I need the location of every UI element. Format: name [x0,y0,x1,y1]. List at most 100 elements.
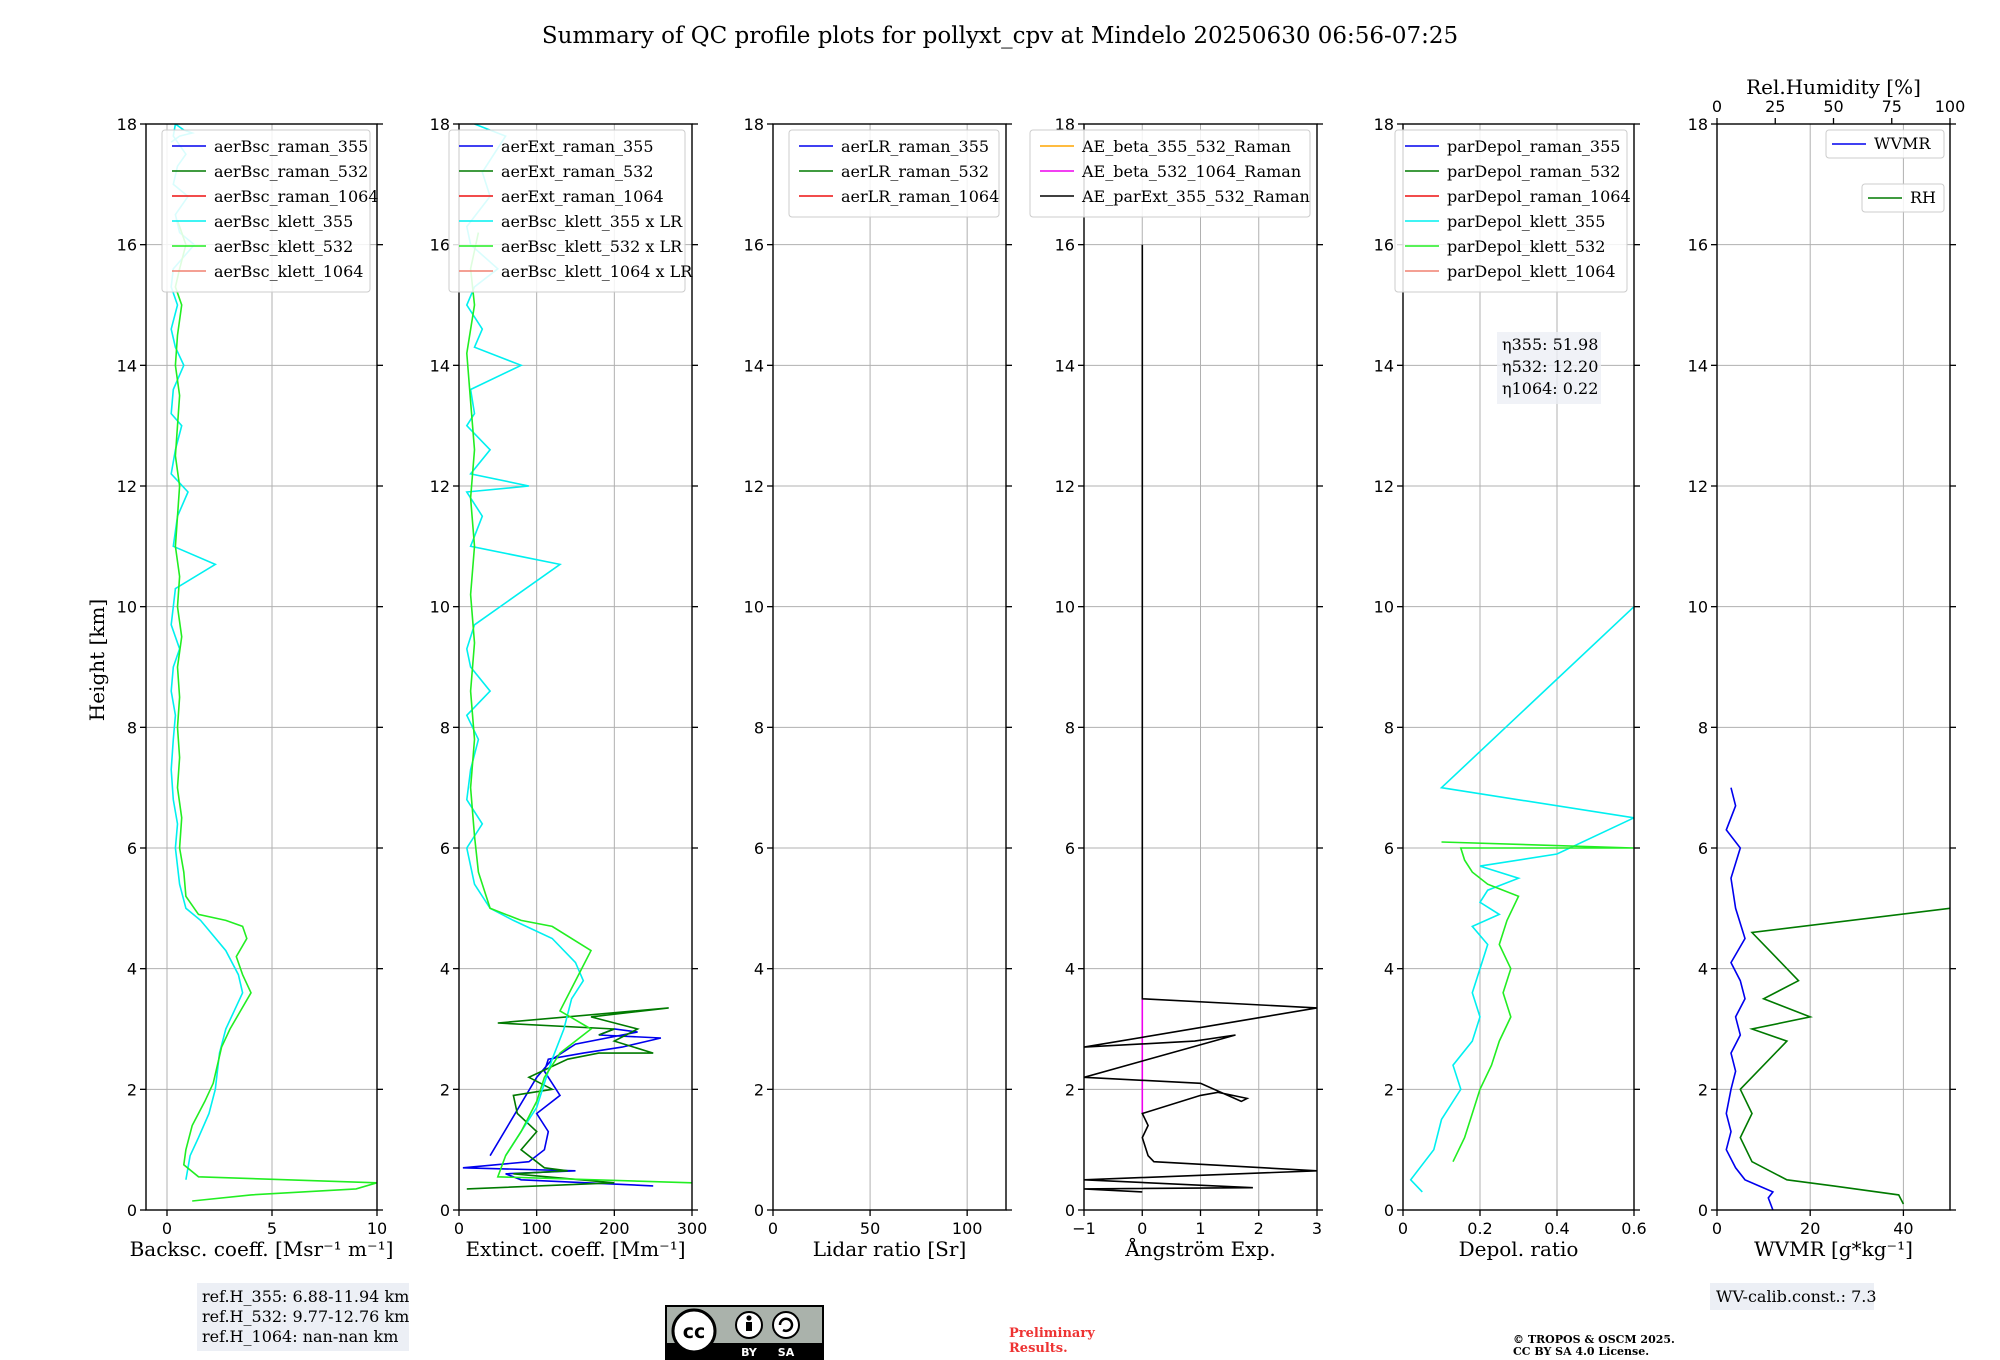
legend-label: aerLR_raman_532 [841,162,989,181]
y-tick-label: 18 [1055,115,1075,134]
legend-box [788,129,1000,218]
legend: aerExt_raman_355 aerExt_raman_532 aerExt_r… [448,129,693,293]
wv-calib-box: WV-calib.const.: 7.3 [1710,1283,1877,1310]
y-tick-label: 8 [1698,718,1708,737]
y-tick-label: 2 [1384,1080,1394,1099]
copyright-note: © TROPOS & OSCM 2025. CC BY SA 4.0 Licen… [1513,1333,1675,1358]
series-group [1409,606,1634,1193]
y-tick-label: 16 [744,236,764,255]
y-tick-label: 2 [1065,1080,1075,1099]
y-tick-label: 0 [1065,1201,1075,1220]
legend-label: aerExt_raman_1064 [501,187,664,206]
y-tick-label: 6 [1065,839,1075,858]
legend-label: RH [1910,188,1936,207]
legend-box [1029,129,1311,218]
y-tick-label: 6 [754,839,764,858]
y-tick-label: 2 [440,1080,450,1099]
y-tick-label: 12 [1688,477,1708,496]
svg-text:WV-calib.const.: 7.3: WV-calib.const.: 7.3 [1716,1287,1877,1306]
legend-label: aerBsc_klett_1064 x LR [501,262,693,281]
legend-label: aerBsc_klett_532 [214,237,353,256]
legend-box [161,129,371,293]
y-tick-label: 16 [1055,236,1075,255]
axes-frame [458,123,693,1211]
y-tick-label: 18 [430,115,450,134]
legend-label: aerBsc_raman_532 [214,162,368,181]
series-group [1725,787,1950,1210]
svg-text:cc: cc [683,1321,706,1343]
legend-box [1825,129,1945,159]
series-line-ae-parext-355-532-raman [1084,244,1317,1193]
y-tick-label: 4 [1065,960,1075,979]
legend: WVMR RH [1825,129,1945,213]
y-tick-label: 10 [744,598,764,617]
x-tick-label: 1 [1195,1219,1205,1238]
svg-text:SA: SA [778,1346,795,1359]
legend: aerBsc_raman_355 aerBsc_raman_532 aerBsc_r… [161,129,379,293]
axes-frame [772,123,1007,1211]
x2-axis-label: Rel.Humidity [%] [1746,75,1921,99]
y-tick-label: 6 [440,839,450,858]
y-tick-label: 6 [1384,839,1394,858]
legend-label: parDepol_klett_532 [1447,237,1605,256]
ref-heights-box: ref.H_355: 6.88-11.94 km ref.H_532: 9.77… [197,1283,409,1351]
y-tick-label: 0 [1384,1201,1394,1220]
y-tick-label: 18 [744,115,764,134]
y-tick-label: 2 [1698,1080,1708,1099]
legend-label: aerExt_raman_355 [501,137,654,156]
legend-label: WVMR [1874,134,1931,153]
x-tick-label: 0.4 [1544,1219,1569,1238]
y-tick-label: 16 [430,236,450,255]
y-tick-label: 6 [127,839,137,858]
svg-text:BY: BY [741,1346,758,1359]
y-tick-label: 4 [1698,960,1708,979]
y-tick-label: 6 [1698,839,1708,858]
y-tick-label: 14 [1688,356,1708,375]
y-tick-label: 0 [127,1201,137,1220]
eta-annotation-line: η532: 12.20 [1502,357,1598,376]
x-axis-label: Backsc. coeff. [Msr⁻¹ m⁻¹] [130,1237,394,1261]
y-tick-label: 8 [440,718,450,737]
legend-label: AE_beta_532_1064_Raman [1081,162,1301,181]
x-tick-label: 0 [1137,1219,1147,1238]
series-line-wvmr [1725,787,1775,1210]
y-tick-label: 12 [1055,477,1075,496]
y-tick-label: 8 [1065,718,1075,737]
x-tick-label: 0 [1712,1219,1722,1238]
ref-height-1064: ref.H_1064: nan-nan km [202,1327,398,1346]
series-line-aerbsc-klett-355-x-lr [465,124,585,1157]
y-tick-label: 4 [127,960,137,979]
x-tick-label: 0.2 [1467,1219,1492,1238]
x2-tick-label: 0 [1712,97,1722,116]
series-line-aerbsc-klett-532-x-lr [465,232,692,1184]
legend-label: aerBsc_klett_1064 [214,262,363,281]
x-tick-label: 50 [860,1219,880,1238]
x-tick-label: 0.6 [1621,1219,1646,1238]
x2-tick-label: 25 [1765,97,1785,116]
legend-label: aerLR_raman_355 [841,137,989,156]
y-tick-label: 10 [117,598,137,617]
y-tick-label: 4 [1384,960,1394,979]
legend-label: parDepol_raman_532 [1447,162,1620,181]
x-tick-label: 100 [521,1219,552,1238]
panel-5: 0 2 4 6 8 10 12 14 16 18 0 0.2 0.4 0.6 Depol. ratio par… [1374,115,1647,1261]
y-tick-label: 12 [1374,477,1394,496]
x2-tick-label: 75 [1882,97,1902,116]
x-axis-label: Lidar ratio [Sr] [813,1237,967,1261]
y-tick-label: 12 [430,477,450,496]
y-tick-label: 0 [1698,1201,1708,1220]
legend-label: parDepol_klett_355 [1447,212,1605,231]
axes-frame [145,123,378,1211]
x-tick-label: 300 [677,1219,708,1238]
x-tick-label: 40 [1893,1219,1913,1238]
ref-height-532: ref.H_532: 9.77-12.76 km [202,1307,409,1326]
y-tick-label: 14 [117,356,137,375]
legend-label: parDepol_klett_1064 [1447,262,1616,281]
legend-label: aerExt_raman_532 [501,162,654,181]
y-tick-label: 4 [440,960,450,979]
y-tick-label: 8 [127,718,137,737]
legend-box [1394,129,1628,293]
x-tick-label: 20 [1800,1219,1820,1238]
